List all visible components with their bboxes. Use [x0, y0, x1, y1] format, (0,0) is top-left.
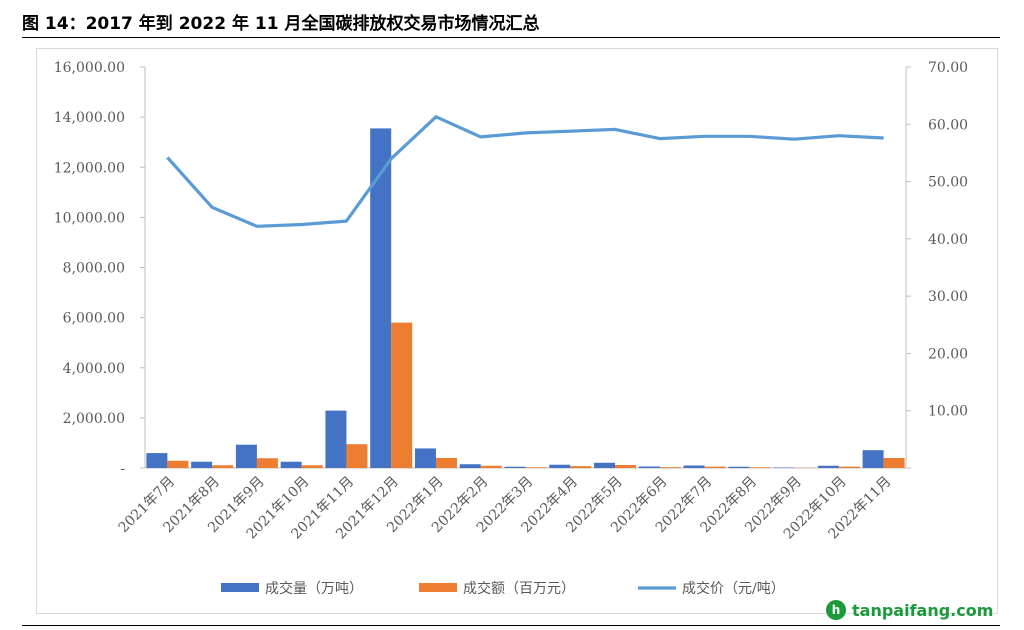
- bar-turnover: [256, 458, 278, 468]
- bar-turnover: [346, 444, 368, 468]
- bar-volume: [504, 466, 526, 468]
- bar-volume: [728, 466, 750, 468]
- bar-volume: [280, 461, 302, 468]
- bar-volume: [549, 464, 571, 468]
- bar-turnover: [615, 464, 637, 468]
- bar-turnover: [570, 466, 592, 468]
- bar-volume: [414, 448, 436, 468]
- right-axis-tick-label: 70.00: [928, 60, 968, 76]
- bar-volume: [370, 128, 392, 468]
- left-axis-tick-label: 14,000.00: [54, 110, 125, 126]
- bar-volume: [325, 410, 347, 468]
- legend-label: 成交价（元/吨）: [682, 580, 785, 597]
- chart-frame: [36, 48, 998, 614]
- bar-volume: [459, 464, 481, 468]
- legend-swatch: [419, 583, 457, 592]
- bar-volume: [862, 450, 884, 468]
- left-axis-tick-label: -: [120, 461, 125, 477]
- bar-turnover: [838, 466, 860, 468]
- left-axis-tick-label: 8,000.00: [63, 261, 125, 277]
- bar-volume: [235, 444, 257, 468]
- bar-turnover: [391, 322, 413, 468]
- bar-volume: [817, 465, 839, 468]
- left-axis-tick-label: 16,000.00: [54, 60, 125, 76]
- left-axis-tick-label: 2,000.00: [63, 411, 125, 427]
- legend-label: 成交量（万吨）: [265, 580, 363, 597]
- bar-turnover: [659, 467, 681, 468]
- bar-turnover: [212, 465, 234, 468]
- watermark: h tanpaifang.com: [826, 598, 993, 622]
- bar-turnover: [167, 460, 189, 468]
- top-rule: [22, 37, 1000, 38]
- right-axis-tick-label: 30.00: [928, 289, 968, 305]
- legend-swatch: [221, 583, 259, 592]
- left-axis-tick-label: 4,000.00: [63, 361, 125, 377]
- bar-volume: [594, 462, 616, 468]
- price-line: [166, 115, 884, 228]
- bar-turnover: [749, 467, 771, 468]
- figure-title: 图 14：2017 年到 2022 年 11 月全国碳排放权交易市场情况汇总: [22, 14, 540, 34]
- bar-volume: [638, 466, 660, 468]
- right-axis-tick-label: 20.00: [928, 346, 968, 362]
- right-axis-tick-label: 10.00: [928, 404, 968, 420]
- leaf-icon: h: [826, 600, 846, 620]
- watermark-text: tanpaifang.com: [852, 600, 994, 620]
- bar-turnover: [525, 467, 547, 468]
- bottom-rule: [22, 625, 1000, 626]
- bar-turnover: [480, 465, 502, 468]
- left-axis-tick-label: 10,000.00: [54, 210, 125, 226]
- bar-volume: [191, 461, 213, 468]
- bar-volume: [773, 467, 795, 468]
- bar-volume: [146, 453, 168, 468]
- right-axis-tick-label: 60.00: [928, 117, 968, 133]
- bar-turnover: [301, 465, 323, 468]
- bar-turnover: [883, 457, 905, 468]
- bar-turnover: [435, 457, 457, 468]
- right-axis-tick-label: 40.00: [928, 232, 968, 248]
- left-axis-tick-label: 6,000.00: [63, 311, 125, 327]
- right-axis-tick-label: 50.00: [928, 175, 968, 191]
- bar-volume: [683, 465, 705, 468]
- left-axis-tick-label: 12,000.00: [54, 160, 125, 176]
- legend-label: 成交额（百万元）: [463, 580, 575, 597]
- bar-turnover: [704, 466, 726, 468]
